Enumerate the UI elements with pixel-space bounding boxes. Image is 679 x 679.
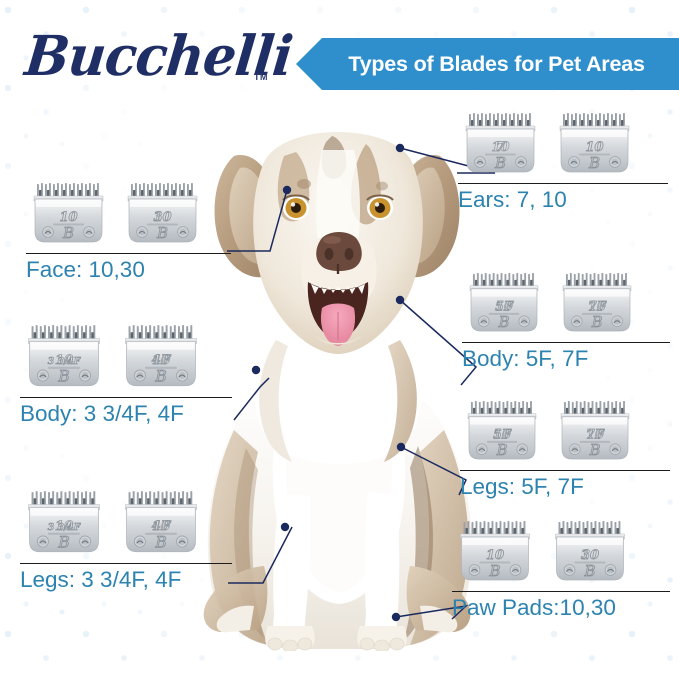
callout-body-left: 3 3/4F 4F Body: 3 3/4F, 4F <box>20 322 232 429</box>
callout-legs-right: 5F 7F Legs: 5F, 7F <box>460 398 670 502</box>
blade-pair-body-right: 5F 7F <box>462 270 670 337</box>
blade-size-engraving: 3 3/4F <box>48 356 82 367</box>
blade-pair-legs-left: 3 3/4F 4F <box>20 488 232 558</box>
callout-rule-legs-left <box>20 563 232 564</box>
blade-face-0: 10 <box>26 180 111 248</box>
blade-body-left-0: 3 3/4F <box>20 322 108 392</box>
callout-label-body-right: Body: 5F, 7F <box>462 346 589 371</box>
blade-pair-ears: 7 10 <box>458 110 668 178</box>
blade-legs-right-1: 7F <box>553 398 637 465</box>
blade-size-engraving: 4F <box>152 352 172 368</box>
callout-rule-paw-pads <box>452 591 670 592</box>
callout-label-body-left: Body: 3 3/4F, 4F <box>20 401 184 426</box>
blade-pair-face: 10 30 <box>26 180 231 248</box>
callout-legs-left: 3 3/4F 4F Legs: 3 3/4F, 4F <box>20 488 232 595</box>
blade-size-engraving: 7 <box>496 140 505 155</box>
header-banner: Types of Blades for Pet Areas <box>296 38 679 90</box>
blade-size-engraving: 10 <box>59 210 77 225</box>
callout-rule-body-right <box>462 342 670 343</box>
callout-label-paw-pads: Paw Pads:10,30 <box>452 595 616 620</box>
blade-size-engraving: 4F <box>152 518 172 534</box>
blade-size-engraving: 30 <box>153 210 171 225</box>
callout-label-ears: Ears: 7, 10 <box>458 187 567 212</box>
trademark-symbol: TM <box>254 72 268 82</box>
callout-rule-face <box>26 253 231 254</box>
callout-label-face: Face: 10,30 <box>26 257 145 282</box>
brand-logo: Bucchelli TM <box>22 24 295 96</box>
blade-pair-legs-right: 5F 7F <box>460 398 670 465</box>
blade-body-left-1: 4F <box>117 322 205 392</box>
blade-pair-body-left: 3 3/4F 4F <box>20 322 232 392</box>
blade-size-engraving: 10 <box>585 140 603 155</box>
blade-size-engraving: 10 <box>486 548 504 563</box>
blade-legs-left-0: 3 3/4F <box>20 488 108 558</box>
callout-label-legs-right: Legs: 5F, 7F <box>460 474 584 499</box>
brand-name: Bucchelli <box>22 24 296 89</box>
blade-size-engraving: 7F <box>586 427 605 442</box>
callout-paw-pads: 10 30 Paw Pads:10,30 <box>452 518 670 623</box>
blade-legs-left-1: 4F <box>117 488 205 558</box>
blade-legs-right-0: 5F <box>460 398 544 465</box>
callout-rule-ears <box>458 183 668 184</box>
blade-body-right-0: 5F <box>462 270 546 337</box>
blade-paw-pads-0: 10 <box>452 518 538 586</box>
blade-size-engraving: 3 3/4F <box>48 522 82 533</box>
blade-paw-pads-1: 30 <box>547 518 633 586</box>
blade-size-engraving: 30 <box>581 548 599 563</box>
blade-size-engraving: 5F <box>495 299 514 314</box>
blade-body-right-1: 7F <box>555 270 639 337</box>
callout-face: 10 30 Face: 10,30 <box>26 180 231 285</box>
callout-ears: 7 10 Ears: 7, 10 <box>458 110 668 215</box>
blade-ears-0: 7 <box>458 110 543 178</box>
blade-pair-paw-pads: 10 30 <box>452 518 670 586</box>
blade-size-engraving: 7F <box>588 299 607 314</box>
callout-label-legs-left: Legs: 3 3/4F, 4F <box>20 567 182 592</box>
blade-face-1: 30 <box>120 180 205 248</box>
callout-rule-legs-right <box>460 470 670 471</box>
blade-size-engraving: 5F <box>493 427 512 442</box>
callout-body-right: 5F 7F Body: 5F, 7F <box>462 270 670 374</box>
callout-rule-body-left <box>20 397 232 398</box>
page-title: Types of Blades for Pet Areas <box>348 51 645 76</box>
blade-ears-1: 10 <box>552 110 637 178</box>
